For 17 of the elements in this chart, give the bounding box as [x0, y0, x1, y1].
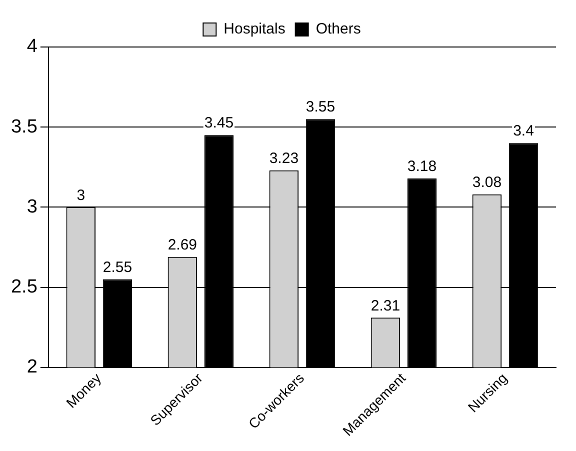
y-tick-label: 2	[26, 356, 38, 378]
y-tick-label: 3	[26, 196, 38, 218]
data-label: 3.45	[204, 114, 234, 132]
y-tick-label: 4	[26, 36, 38, 58]
data-label: 3	[76, 186, 86, 204]
data-label: 3.18	[407, 158, 437, 175]
legend-label: Hospitals	[224, 20, 286, 38]
data-label: 3.08	[472, 174, 502, 191]
data-label: 3.55	[306, 98, 336, 116]
y-tick-label: 3.5	[10, 116, 38, 138]
data-label: 2.55	[102, 258, 132, 276]
data-label: 3.23	[269, 150, 299, 167]
y-tick-label: 2.5	[10, 276, 38, 298]
data-label: 2.31	[370, 297, 400, 314]
data-label: 3.4	[513, 122, 534, 140]
legend-label: Others	[316, 20, 361, 38]
data-label: 2.69	[168, 236, 198, 254]
